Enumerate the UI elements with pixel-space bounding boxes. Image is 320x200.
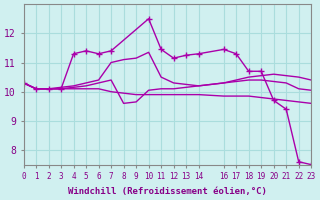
X-axis label: Windchill (Refroidissement éolien,°C): Windchill (Refroidissement éolien,°C) xyxy=(68,187,267,196)
